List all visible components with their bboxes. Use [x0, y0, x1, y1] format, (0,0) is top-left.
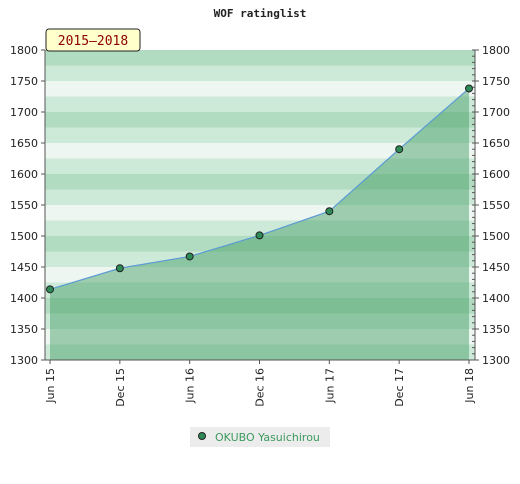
period-badge: 2015–2018 [45, 28, 141, 52]
y-tick-label-right: 1300 [482, 354, 510, 367]
data-points [46, 84, 473, 294]
background-band [45, 220, 475, 236]
background-band [45, 282, 475, 298]
x-tick-label: Jun 17 [323, 368, 336, 404]
y-tick-label-left: 1400 [10, 292, 38, 305]
background-band [45, 298, 475, 314]
axes: 1300 1300 1350 1350 1400 1400 1450 1450 1500 1500… [10, 44, 510, 407]
data-point [325, 207, 334, 216]
y-tick-label-left: 1600 [10, 168, 38, 181]
y-tick-label-right: 1650 [482, 137, 510, 150]
background-band [45, 344, 475, 360]
x-tick-label: Dec 16 [254, 368, 267, 407]
y-tick-label-right: 1750 [482, 75, 510, 88]
y-tick-label-left: 1550 [10, 199, 38, 212]
period-badge-label: 2015–2018 [58, 34, 128, 49]
series-area [50, 88, 469, 360]
background-band [45, 112, 475, 128]
background-band [45, 50, 475, 66]
x-tick-label: Jun 16 [184, 368, 197, 404]
y-tick-label-right: 1350 [482, 323, 510, 336]
background-band [45, 65, 475, 81]
y-tick-label-left: 1700 [10, 106, 38, 119]
y-tick-label-left: 1650 [10, 137, 38, 150]
y-tick-label-left: 1500 [10, 230, 38, 243]
data-point [185, 252, 194, 261]
data-point [46, 285, 54, 294]
background-band [45, 205, 475, 221]
x-tick-label: Jun 15 [44, 368, 57, 404]
y-tick-label-right: 1800 [482, 44, 510, 57]
background-band [45, 189, 475, 205]
legend-label: OKUBO Yasuichirou [215, 431, 320, 444]
background-band [45, 81, 475, 97]
y-tick-label-right: 1450 [482, 261, 510, 274]
background-band [45, 267, 475, 283]
legend-marker [198, 432, 206, 440]
data-point [465, 84, 473, 93]
x-tick-label: Jun 18 [463, 368, 476, 404]
period-badge-box [45, 28, 141, 52]
background-band [45, 329, 475, 345]
x-tick-label: Dec 15 [114, 368, 127, 407]
y-tick-label-right: 1700 [482, 106, 510, 119]
data-point [395, 145, 404, 154]
y-tick-label-right: 1550 [482, 199, 510, 212]
chart-title: WOF ratinglist [214, 7, 307, 20]
y-tick-label-right: 1500 [482, 230, 510, 243]
background-band [45, 96, 475, 112]
y-tick-label-left: 1450 [10, 261, 38, 274]
legend-box [190, 427, 330, 447]
legend: OKUBO Yasuichirou [190, 427, 330, 447]
data-point [115, 264, 124, 273]
y-tick-label-right: 1600 [482, 168, 510, 181]
y-tick-label-right: 1400 [482, 292, 510, 305]
background-band [45, 127, 475, 143]
background-band [45, 236, 475, 252]
x-tick-label: Dec 17 [393, 368, 406, 407]
y-tick-label-left: 1300 [10, 354, 38, 367]
y-tick-label-left: 1750 [10, 75, 38, 88]
background-band [45, 313, 475, 329]
background-band [45, 143, 475, 159]
y-tick-label-left: 1800 [10, 44, 38, 57]
background-band [45, 158, 475, 174]
y-tick-label-left: 1350 [10, 323, 38, 336]
data-point [255, 231, 264, 240]
